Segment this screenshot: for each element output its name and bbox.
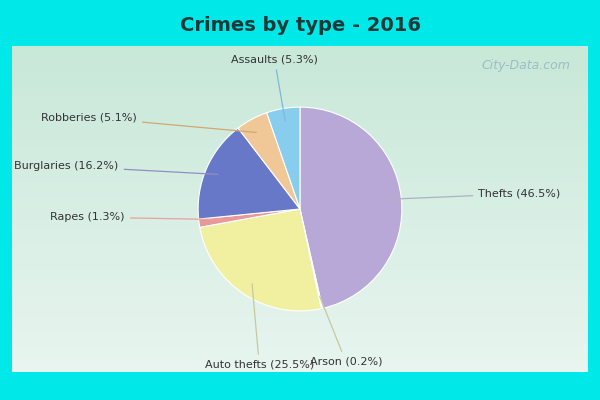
Wedge shape: [267, 107, 300, 209]
Text: Crimes by type - 2016: Crimes by type - 2016: [179, 16, 421, 35]
Wedge shape: [200, 209, 321, 311]
Text: City-Data.com: City-Data.com: [482, 59, 571, 72]
Text: Auto thefts (25.5%): Auto thefts (25.5%): [205, 284, 314, 370]
Text: Thefts (46.5%): Thefts (46.5%): [389, 189, 560, 199]
Wedge shape: [238, 113, 300, 209]
Text: Burglaries (16.2%): Burglaries (16.2%): [14, 161, 218, 174]
Text: Rapes (1.3%): Rapes (1.3%): [50, 212, 221, 222]
Wedge shape: [300, 107, 402, 308]
Text: Robberies (5.1%): Robberies (5.1%): [41, 112, 256, 132]
Wedge shape: [300, 209, 323, 309]
Text: Arson (0.2%): Arson (0.2%): [310, 296, 382, 367]
Text: Assaults (5.3%): Assaults (5.3%): [231, 54, 318, 121]
Wedge shape: [198, 128, 300, 219]
Wedge shape: [199, 209, 300, 227]
